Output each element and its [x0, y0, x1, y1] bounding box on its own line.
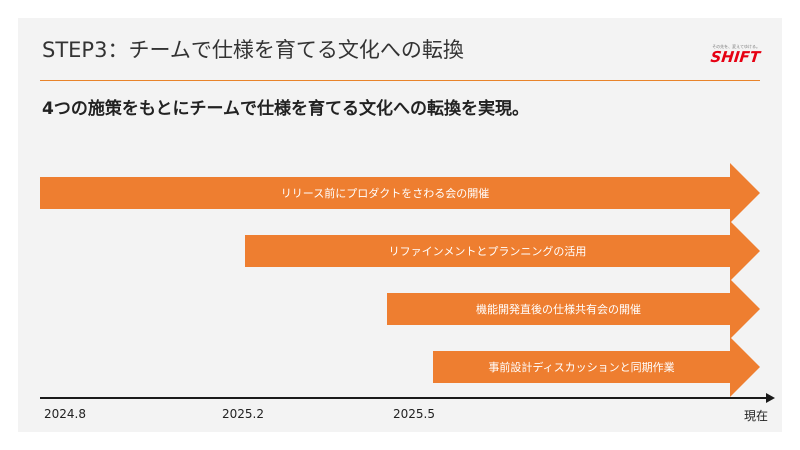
logo-wordmark: SHIFT — [709, 48, 761, 66]
initiative-arrow-3: 機能開発直後の仕様共有会の開催 — [387, 279, 760, 339]
title-divider — [40, 80, 760, 81]
tick-label-2024-8: 2024.8 — [44, 407, 86, 421]
timeline-axis — [40, 397, 768, 399]
slide: STEP3：チームで仕様を育てる文化への転換 その先を、変えてゆける。 SHIF… — [18, 18, 782, 432]
headline: 4つの施策をもとにチームで仕様を育てる文化への転換を実現。 — [42, 99, 529, 119]
slide-title: STEP3：チームで仕様を育てる文化への転換 — [42, 38, 464, 62]
company-logo: その先を、変えてゆける。 SHIFT — [694, 44, 761, 66]
timeline-arrowhead — [766, 393, 775, 403]
initiative-label-2: リファインメントとプランニングの活用 — [388, 245, 587, 258]
initiative-arrow-1: リリース前にプロダクトをさわる会の開催 — [40, 163, 760, 223]
initiative-label-3: 機能開発直後の仕様共有会の開催 — [476, 303, 641, 316]
tick-label-2025-5: 2025.5 — [393, 407, 435, 421]
initiative-arrow-4: 事前設計ディスカッションと同期作業 — [433, 337, 760, 397]
tick-label-2025-2: 2025.2 — [222, 407, 264, 421]
logo-tagline: その先を、変えてゆける。 — [712, 44, 760, 49]
initiative-label-1: リリース前にプロダクトをさわる会の開催 — [280, 187, 490, 200]
initiative-arrow-2: リファインメントとプランニングの活用 — [245, 221, 760, 281]
tick-label-now: 現在 — [744, 409, 769, 423]
initiative-label-4: 事前設計ディスカッションと同期作業 — [488, 361, 675, 374]
